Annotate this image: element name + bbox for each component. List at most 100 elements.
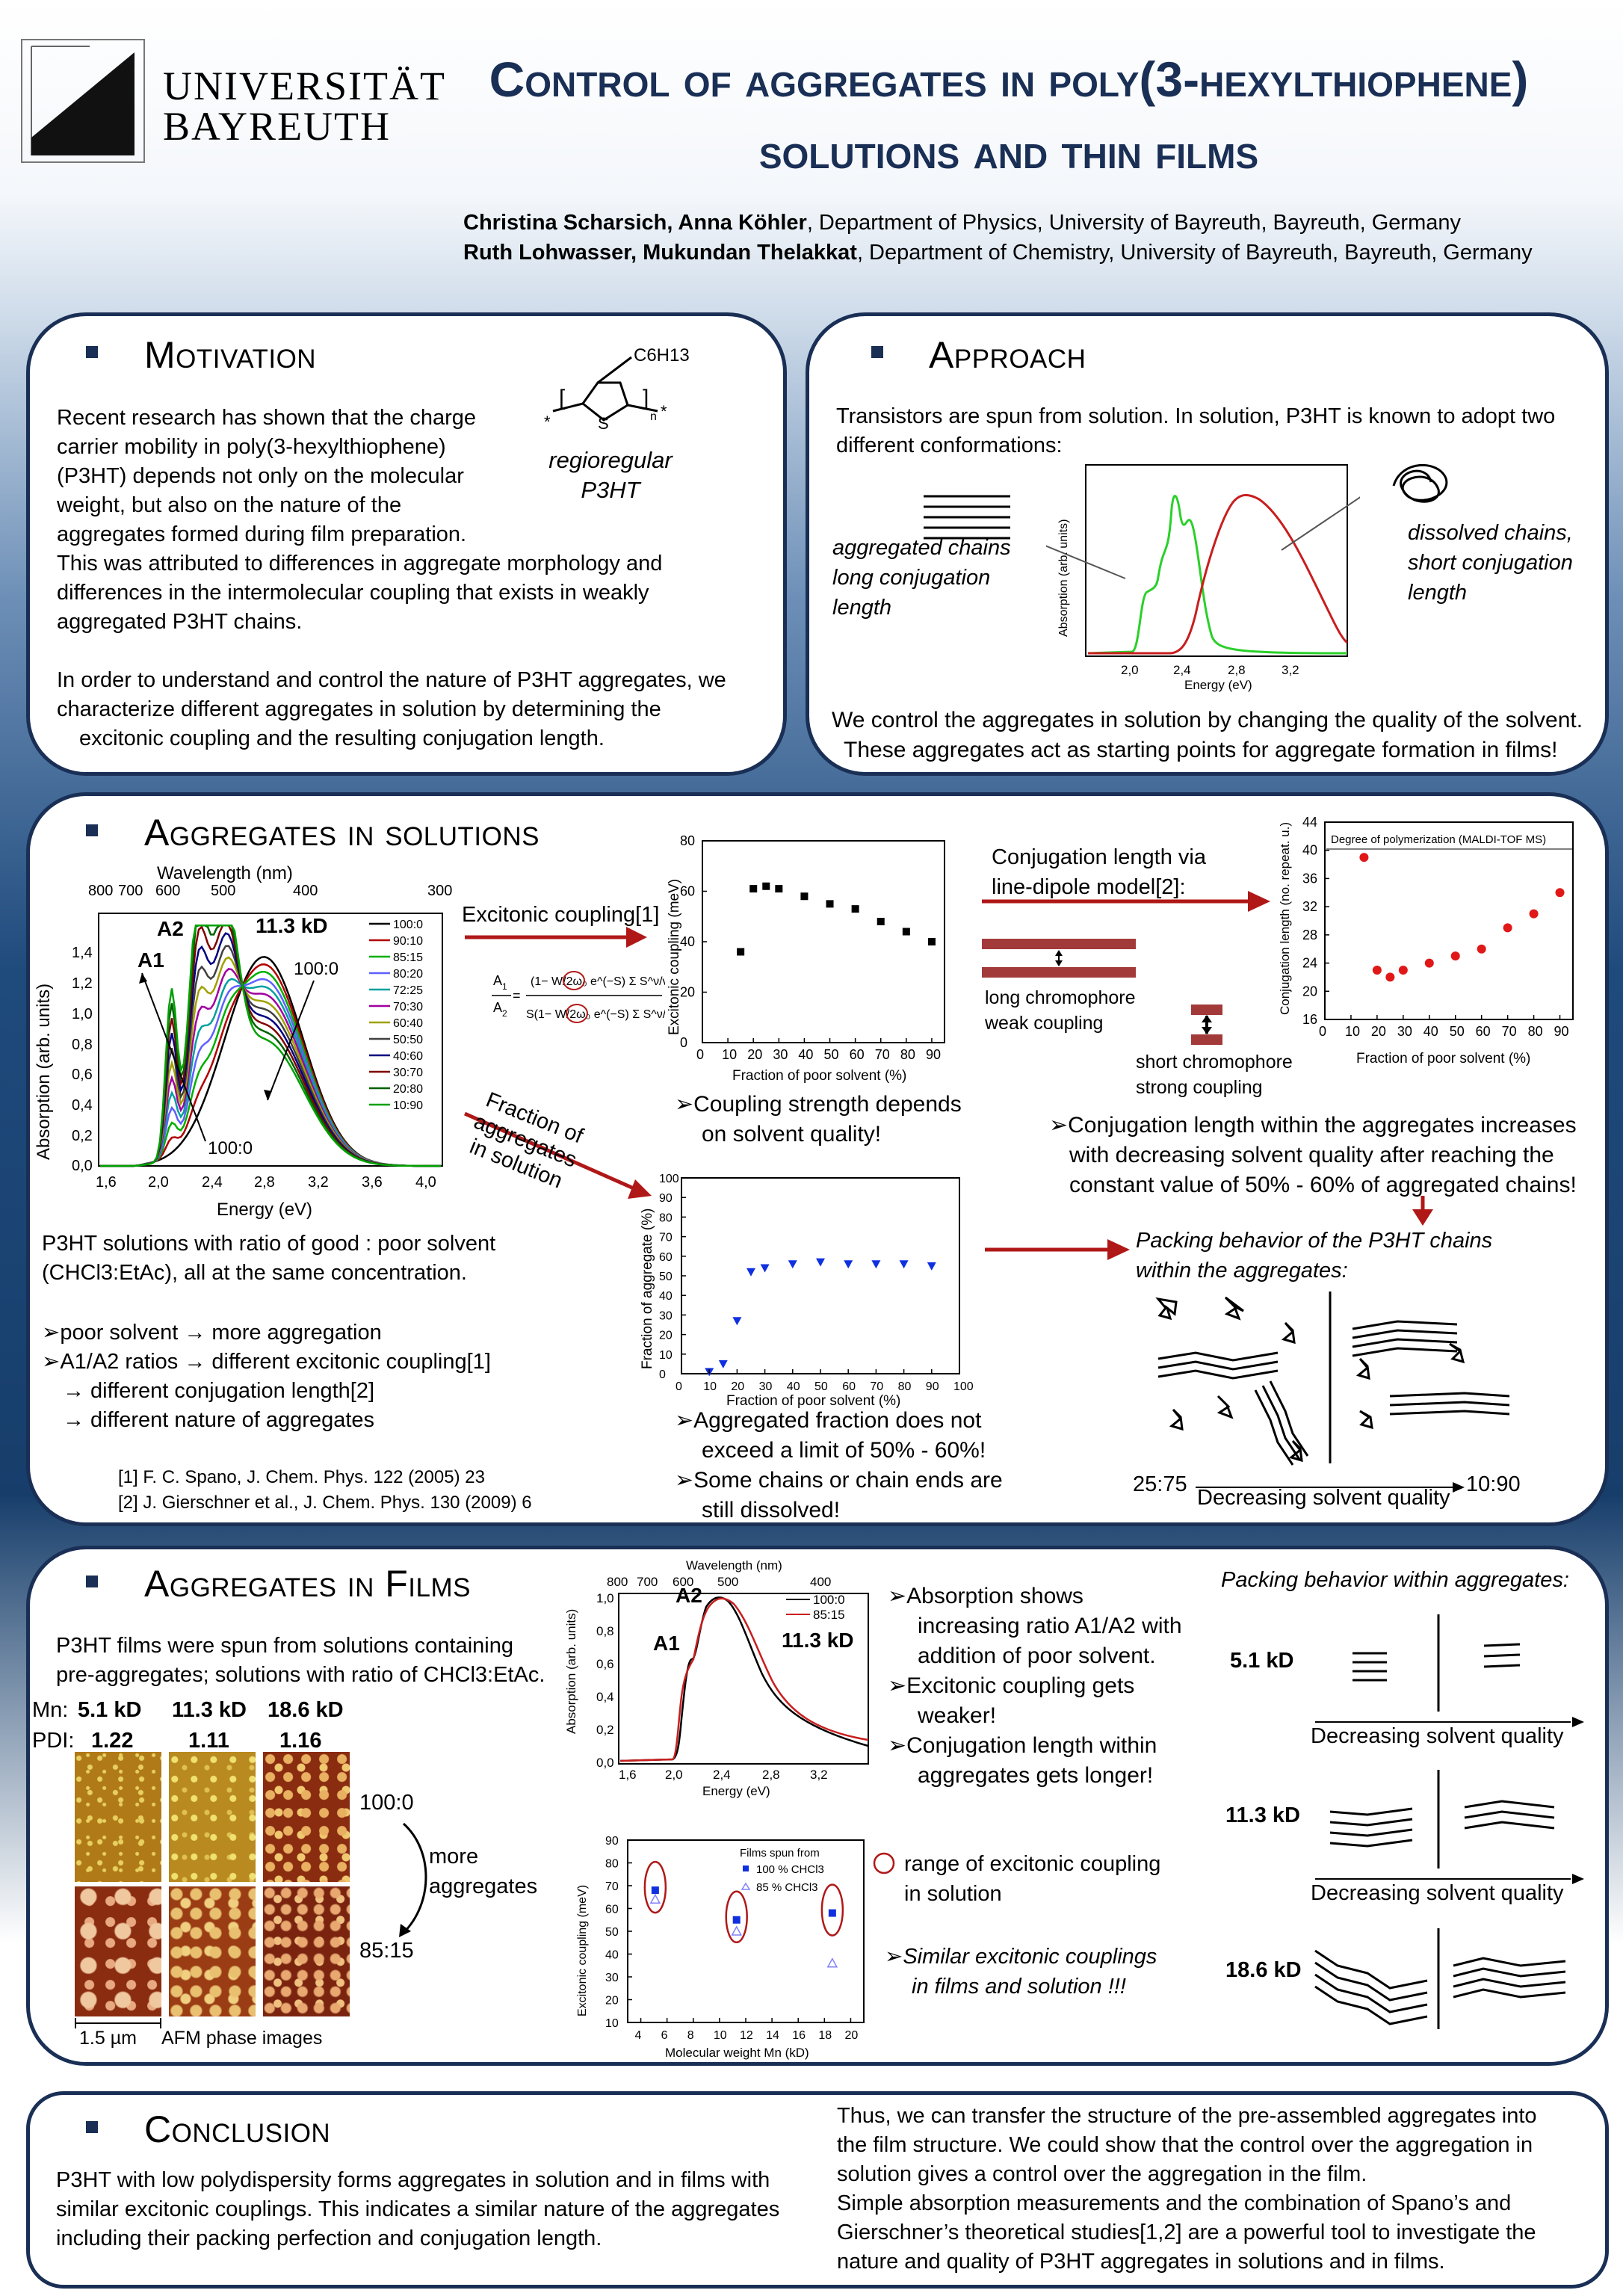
a2-label: A2 — [157, 917, 184, 940]
solutions-desc-2: (CHCl3:EtAc), all at the same concentrat… — [42, 1261, 467, 1285]
abs-text-line: weaker! — [918, 1703, 997, 1728]
more-aggregates: more aggregates — [429, 1842, 537, 1901]
tick: 0 — [696, 1047, 704, 1062]
red-arrow-icon — [982, 891, 1270, 912]
title-line1: Control of aggregates in poly(3-hexylthi… — [489, 52, 1529, 107]
conclusion-right-line: Simple absorption measurements and the c… — [837, 2191, 1512, 2215]
svg-text:1: 1 — [502, 981, 507, 992]
films-intro-1: P3HT films were spun from solutions cont… — [56, 1634, 513, 1658]
aggregated-chains-icon — [924, 495, 1010, 540]
legend-swatch — [741, 1882, 751, 1890]
legend-swatch — [743, 1866, 749, 1871]
packing-5kd-right — [1483, 1643, 1521, 1668]
motivation-line: differences in the intermolecular coupli… — [57, 581, 649, 605]
aggregated-label-3: length — [832, 596, 892, 620]
data-point — [732, 1916, 741, 1924]
tick: 1,0 — [596, 1591, 614, 1605]
tick: 20 — [844, 2029, 858, 2042]
legend-label: 100:0 — [393, 919, 423, 931]
afm-image — [263, 1752, 350, 1882]
packing-11kd-right — [1464, 1800, 1555, 1830]
authors1-affil: , Department of Physics, University of B… — [806, 211, 1461, 235]
motivation-line: aggregated P3HT chains. — [57, 610, 303, 634]
tick: 80 — [680, 833, 695, 848]
excitonic-label: Excitonic coupling[1] — [462, 903, 660, 927]
coupling-text-2: on solvent quality! — [702, 1122, 882, 1147]
data-point — [1555, 888, 1565, 898]
curved-arrow-icon — [399, 1822, 427, 1937]
tick: 2,8 — [1228, 663, 1246, 677]
ratio-bottom: 85:15 — [359, 1939, 414, 1963]
fraction-text-span: Some chains or chain ends are — [693, 1468, 1003, 1493]
approach-title: Approach — [929, 334, 1086, 376]
chain-bundles — [1157, 1320, 1510, 1466]
coupling-range-ellipse — [725, 1890, 748, 1943]
legend-label: 10:90 — [393, 1099, 423, 1112]
afm-image — [75, 1886, 161, 2016]
mn-value: 11.3 kD — [172, 1698, 247, 1722]
abs-text-item: ➢Excitonic coupling gets — [888, 1673, 1135, 1698]
packing-5kd-left — [1352, 1652, 1387, 1682]
motivation-line: aggregates formed during film preparatio… — [57, 522, 467, 546]
x-axis-label: Energy (eV) — [702, 1784, 770, 1798]
tick: 50 — [605, 1926, 619, 1939]
tick: 100 — [953, 1380, 974, 1393]
motivation-line: weight, but also on the nature of the — [57, 493, 402, 517]
title-line2: solutions and thin films — [758, 123, 1259, 179]
tick: 50 — [1450, 1024, 1465, 1039]
approach-intro: Transistors are spun from solution. In s… — [836, 402, 1555, 460]
tick: 14 — [766, 2029, 779, 2042]
approach-conclusion: We control the aggregates in solution by… — [832, 706, 1583, 765]
legend-label: 30:70 — [393, 1067, 423, 1079]
plot-frame — [702, 840, 945, 1043]
svg-text:*: * — [661, 402, 667, 421]
a2-label: A2 — [676, 1584, 702, 1607]
pdi-value: 1.22 — [91, 1729, 134, 1753]
data-point — [1385, 972, 1395, 982]
packing-title: Packing behavior of the P3HT chains with… — [1136, 1226, 1492, 1286]
tick: 30 — [605, 1972, 619, 1984]
fraction-text-item: ➢Aggregated fraction does not — [675, 1408, 982, 1433]
mw-axes: 4 6 8 10 12 14 16 18 20 10 20 30 40 50 60 70 80 90 — [605, 1835, 858, 2042]
tick: 90 — [926, 1380, 939, 1393]
y-axis-label: Excitonic coupling (meV) — [576, 1885, 589, 2016]
aggregated-label-1: aggregated chains — [832, 536, 1011, 560]
data-point — [800, 892, 809, 901]
bullet-item: ➢A1/A2 ratios → different excitonic coup… — [42, 1350, 491, 1374]
svg-text:n: n — [650, 410, 657, 423]
tick: 12 — [740, 2029, 753, 2042]
tick: 10 — [703, 1380, 717, 1393]
fraction-text: ➢Aggregated fraction does not exceed a l… — [675, 1406, 1003, 1525]
data-point — [762, 882, 770, 890]
plot-frame — [98, 913, 443, 1167]
packing-title-2: within the aggregates: — [1136, 1259, 1348, 1283]
tick: 70 — [659, 1232, 673, 1244]
tick: 60 — [605, 1904, 619, 1916]
films-intro-2: pre-aggregates; solutions with ratio of … — [56, 1663, 545, 1687]
tick: 10 — [605, 2017, 619, 2030]
short-chrom-label: short chromophore strong coupling — [1136, 1049, 1293, 1100]
data-point — [871, 1260, 881, 1269]
dissolved-label-2: short conjugation — [1408, 551, 1573, 575]
tick: 3,6 — [362, 1174, 383, 1191]
data-point — [1529, 909, 1539, 919]
a1-label: A1 — [137, 948, 164, 972]
authors1-names: Christina Scharsich, Anna Köhler — [463, 211, 807, 235]
absorption-series — [100, 925, 441, 1167]
mw-coupling-chart: Films spun from 100 % CHCl3 85 % CHCl3 4… — [576, 1835, 865, 2060]
data-point — [927, 1262, 936, 1271]
tick: 0 — [1319, 1024, 1326, 1039]
data-point — [775, 885, 783, 893]
tick: 28 — [1302, 928, 1317, 942]
conj-text-2: with decreasing solvent quality after re… — [1069, 1143, 1554, 1167]
university-name-line2: BAYREUTH — [163, 104, 392, 149]
legend-label: 100:0 — [813, 1593, 845, 1607]
tick: 0,4 — [596, 1690, 614, 1704]
absorption-series — [100, 956, 441, 1167]
tick: 16 — [792, 2029, 806, 2042]
legend-label: 85:15 — [813, 1608, 845, 1622]
bullet-text: → different conjugation length[2] — [63, 1379, 375, 1403]
approach-conclusion-2: These aggregates act as starting points … — [844, 738, 1558, 762]
data-point — [718, 1360, 728, 1368]
conclusion-right-line: solution gives a control over the aggreg… — [837, 2162, 1367, 2186]
